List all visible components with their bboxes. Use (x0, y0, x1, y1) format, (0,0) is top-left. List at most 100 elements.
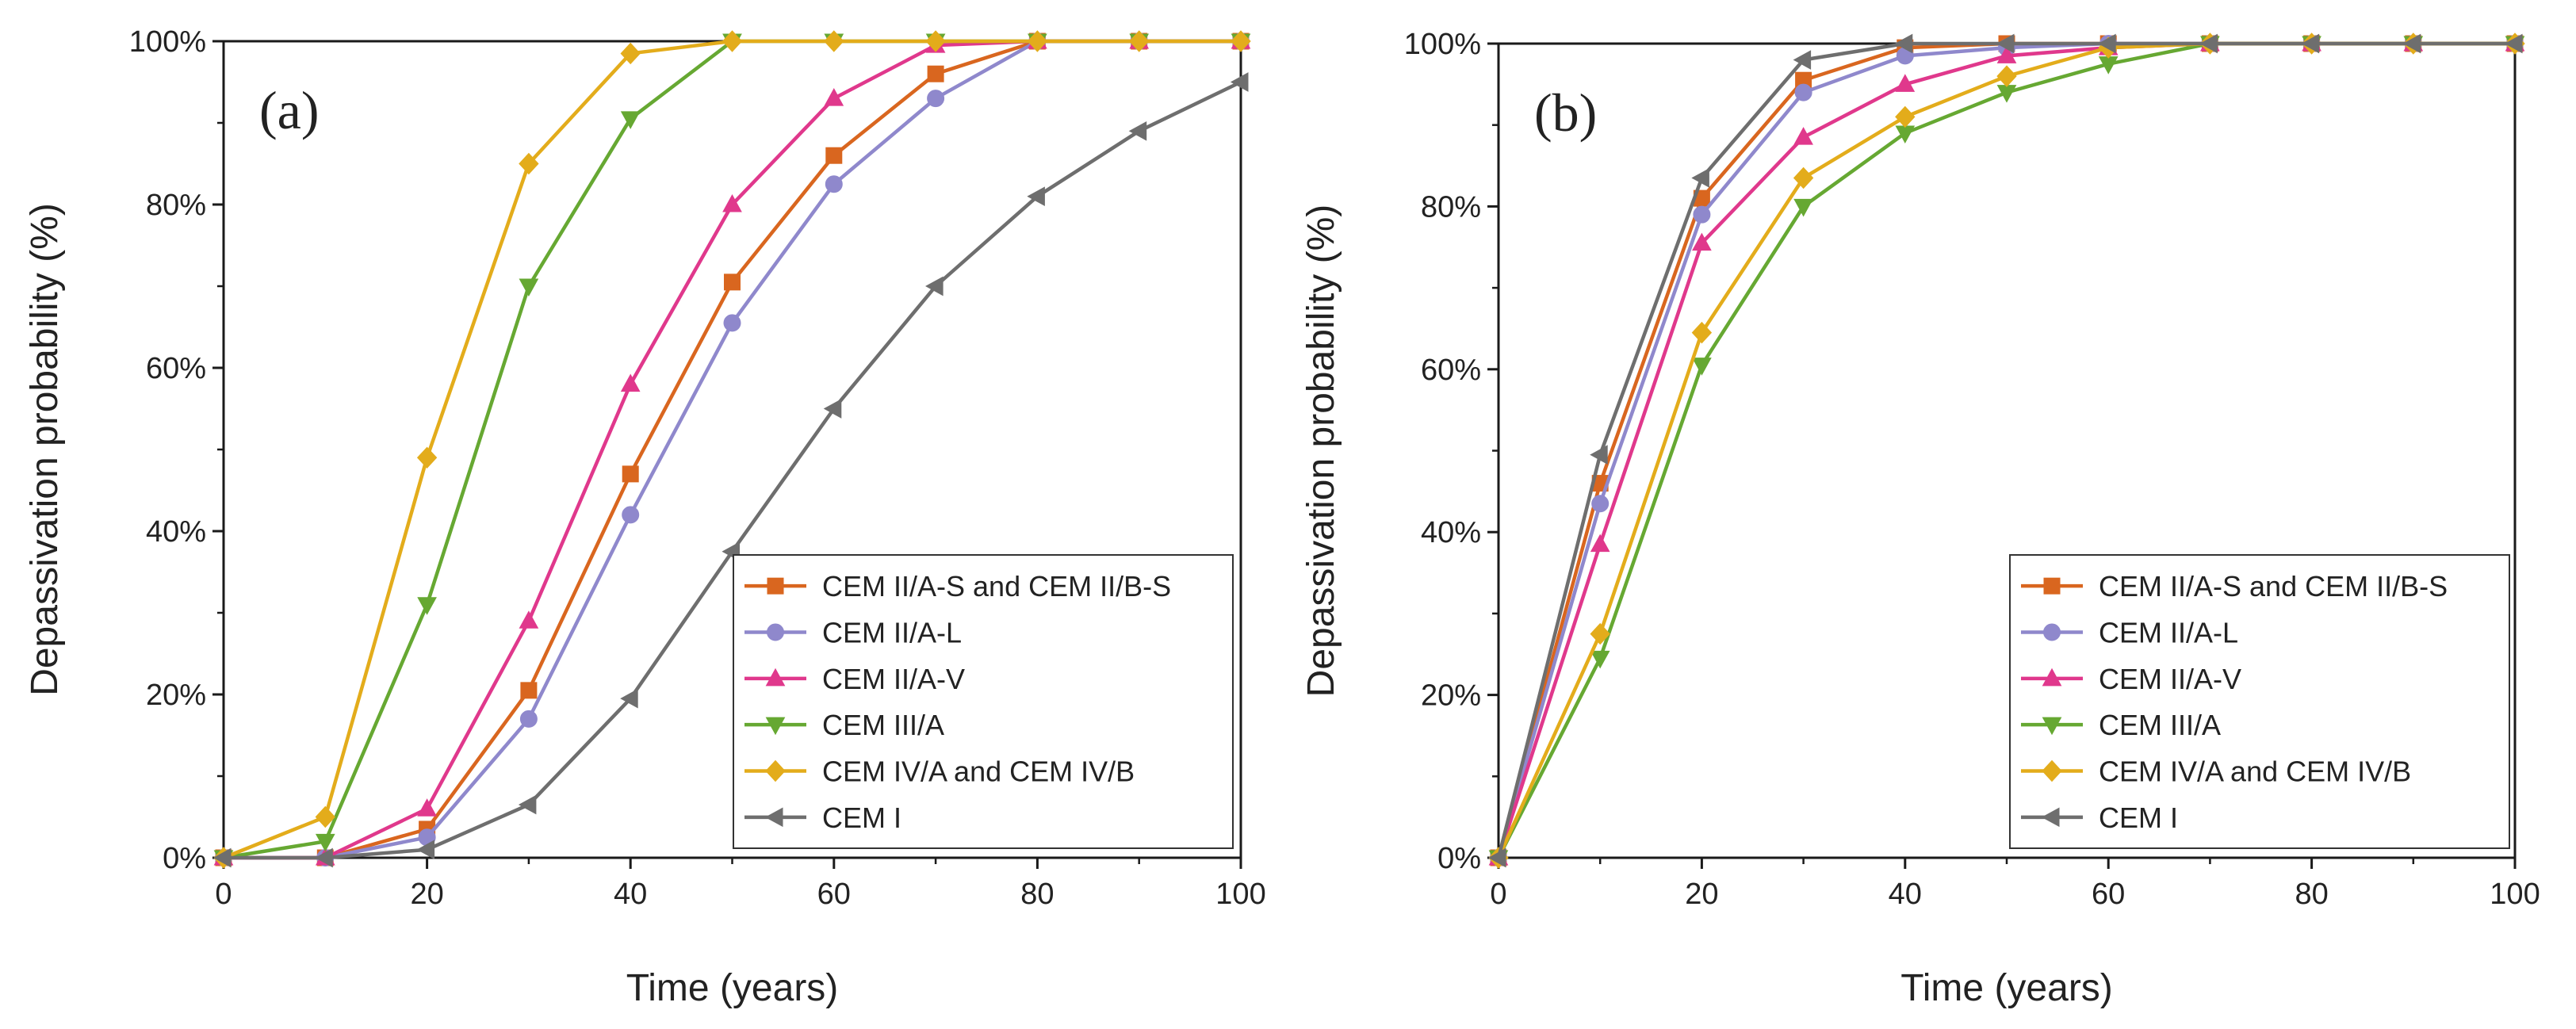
x-tick-label: 60 (2092, 878, 2125, 911)
x-axis-title: Time (years) (626, 967, 839, 1009)
legend-marker (2042, 717, 2062, 736)
data-point (1895, 125, 1916, 144)
y-tick-label: 20% (1421, 679, 1481, 713)
y-axis-title: Depassivation probability (%) (1300, 205, 1342, 698)
series-group (212, 30, 1251, 869)
data-point (416, 840, 435, 860)
legend-marker (765, 759, 786, 782)
data-point (620, 42, 641, 65)
data-point (1693, 205, 1711, 224)
data-point (1590, 622, 1610, 645)
data-point (620, 373, 641, 392)
legend-marker (2043, 577, 2061, 595)
legend-label: CEM II/A-V (2099, 663, 2241, 695)
y-axis-title: Depassivation probability (%) (24, 203, 66, 696)
legend-label: CEM IV/A and CEM IV/B (822, 755, 1135, 788)
y-tick-label: 100% (129, 25, 206, 59)
x-tick-label: 80 (1020, 878, 1054, 911)
data-point (2301, 33, 2320, 54)
data-point (927, 90, 945, 108)
legend-marker (767, 577, 784, 595)
data-point (925, 276, 944, 296)
y-tick-label: 0% (1437, 842, 1481, 875)
data-point (722, 193, 742, 212)
data-point (622, 506, 640, 524)
legend-marker (2043, 623, 2061, 641)
data-point (622, 465, 639, 483)
legend-label: CEM I (822, 801, 901, 834)
data-point (1231, 30, 1251, 52)
data-point (2402, 33, 2421, 54)
legend-marker (2042, 759, 2062, 782)
legend-label: CEM II/A-L (822, 617, 962, 649)
x-tick-label: 40 (1889, 878, 1922, 911)
data-point (1793, 166, 1814, 189)
legend: CEM II/A-S and CEM II/B-S CEM II/A-L CEM I… (2009, 554, 2510, 849)
data-point (315, 833, 335, 852)
data-point (825, 175, 843, 193)
legend-label: CEM II/A-L (2099, 617, 2238, 649)
legend-box (733, 554, 1234, 849)
data-point (1027, 30, 1048, 52)
data-point (1793, 50, 1812, 70)
chart-panel-b: 0 20 40 60 80 100 0% 20% 40% 60% 80% 100% Time (year… (1300, 28, 2540, 1009)
x-tick-label: 60 (817, 878, 851, 911)
data-point (519, 278, 539, 297)
data-point (518, 794, 537, 815)
panel-label: (a) (259, 80, 319, 140)
data-point (1692, 358, 1712, 376)
legend-label: CEM III/A (822, 709, 944, 741)
x-tick-label: 100 (2490, 878, 2540, 911)
data-point (416, 446, 438, 469)
data-point (825, 147, 843, 164)
data-point (824, 88, 844, 106)
x-tick-label: 40 (614, 878, 647, 911)
data-point (519, 710, 538, 728)
data-point (1996, 65, 2017, 87)
data-point (1793, 198, 1813, 217)
legend: CEM II/A-S and CEM II/B-S CEM II/A-L CEM I… (733, 554, 1234, 849)
x-tick-label: 0 (1490, 878, 1506, 911)
data-point (1996, 33, 2015, 54)
data-point (1487, 847, 1506, 868)
data-point (1027, 186, 1045, 207)
data-point (925, 30, 946, 52)
x-axis-title: Time (years) (1900, 967, 2113, 1009)
data-point (1691, 168, 1709, 188)
data-point (1590, 445, 1608, 465)
legend-box (2009, 554, 2510, 849)
data-point (212, 847, 232, 868)
data-point (1128, 120, 1147, 141)
data-point (1590, 650, 1610, 669)
data-point (1895, 105, 1916, 128)
data-point (1793, 127, 1813, 145)
data-point (1895, 74, 1916, 92)
data-point (1692, 232, 1712, 251)
legend-marker (2041, 807, 2060, 828)
legend-marker (765, 717, 786, 736)
y-tick-label: 40% (1421, 516, 1481, 549)
data-point (1590, 534, 1610, 553)
legend-label: CEM IV/A and CEM IV/B (2099, 755, 2411, 788)
x-tick-label: 20 (410, 878, 443, 911)
data-point (2199, 33, 2218, 54)
series-group (1487, 33, 2525, 869)
data-point (315, 805, 335, 828)
data-point (519, 152, 539, 175)
y-tick-label: 100% (1404, 28, 1481, 61)
legend-marker (2042, 668, 2062, 687)
data-point (1129, 30, 1150, 52)
data-point (1691, 321, 1713, 344)
data-point (315, 847, 333, 868)
data-point (417, 798, 437, 817)
y-tick-label: 80% (1421, 190, 1481, 224)
data-point (2098, 33, 2116, 54)
data-point (1230, 72, 1249, 92)
legend-marker (767, 623, 784, 641)
y-tick-label: 20% (146, 679, 206, 712)
data-point (823, 399, 842, 419)
data-point (620, 688, 638, 709)
legend-label: CEM I (2099, 801, 2178, 834)
